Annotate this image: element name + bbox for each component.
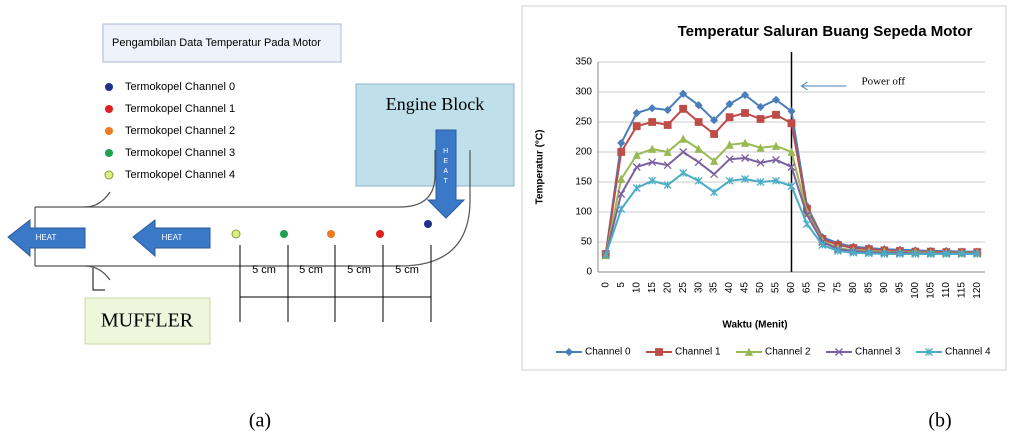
dimension-lines (240, 245, 431, 322)
x-tick-label: 40 (724, 282, 735, 294)
y-tick-label: 200 (575, 147, 592, 158)
x-tick-label: 110 (941, 282, 952, 298)
legend-text: Termokopel Channel 3 (125, 147, 235, 159)
x-tick-label: 75 (833, 282, 844, 294)
x-tick-label: 115 (956, 282, 967, 298)
marker (757, 116, 764, 123)
legend-dot (105, 83, 113, 91)
x-tick-label: 5 (616, 282, 627, 288)
muffler-label: MUFFLER (101, 310, 194, 332)
x-tick-label: 105 (925, 282, 936, 299)
x-tick-label: 85 (864, 282, 875, 294)
marker (773, 111, 780, 118)
y-tick-label: 300 (575, 87, 592, 98)
x-tick-label: 30 (693, 282, 704, 294)
distance-label: 5 cm (347, 264, 371, 276)
legend-text: Termokopel Channel 4 (125, 169, 235, 181)
x-tick-label: 95 (895, 282, 906, 294)
diagram-title: Pengambilan Data Temperatur Pada Motor (112, 37, 321, 49)
y-tick-label: 150 (575, 177, 592, 188)
legend-text: Channel 0 (585, 347, 631, 358)
x-tick-label: 100 (910, 282, 921, 299)
legend-dot (105, 127, 113, 135)
x-tick-label: 25 (678, 282, 689, 294)
distance-label: 5 cm (299, 264, 323, 276)
legend-text: Channel 1 (675, 347, 721, 358)
diagram: Pengambilan Data Temperatur Pada Motor T… (8, 24, 514, 344)
marker (680, 105, 687, 112)
x-tick-label: 20 (662, 282, 673, 294)
marker (695, 119, 702, 126)
annotation-text: Power off (862, 76, 906, 88)
y-tick-label: 250 (575, 117, 592, 128)
caption: (a) (249, 410, 271, 432)
legend-dot (105, 105, 113, 113)
engine-label: Engine Block (386, 94, 484, 114)
figure: Pengambilan Data Temperatur Pada Motor T… (0, 0, 1010, 442)
legend-text: Channel 4 (945, 347, 991, 358)
x-tick-label: 60 (786, 282, 797, 294)
y-axis-label: Temperatur (°C) (535, 130, 546, 205)
muffler-pointer (93, 268, 105, 290)
x-tick-label: 0 (600, 282, 611, 288)
legend-text: Termokopel Channel 0 (125, 81, 235, 93)
marker (664, 122, 671, 129)
marker (788, 120, 795, 127)
marker (726, 114, 733, 121)
y-tick-label: 0 (586, 267, 592, 278)
sensor (232, 230, 240, 238)
legend-text: Channel 2 (765, 347, 811, 358)
sensor (376, 230, 384, 238)
marker (656, 349, 663, 356)
caption: (b) (928, 410, 951, 432)
legend-text: Termokopel Channel 1 (125, 103, 235, 115)
x-tick-label: 55 (771, 282, 782, 294)
marker (711, 131, 718, 138)
distance-label: 5 cm (252, 264, 276, 276)
x-tick-label: 10 (631, 282, 642, 294)
distance-label: 5 cm (395, 264, 419, 276)
chart-frame (522, 6, 1006, 370)
y-tick-label: 50 (581, 237, 593, 248)
legend-dot (105, 171, 113, 179)
x-tick-label: 80 (848, 282, 859, 294)
legend-text: Termokopel Channel 2 (125, 125, 235, 137)
sensor (424, 220, 432, 228)
marker (633, 123, 640, 130)
x-tick-label: 35 (709, 282, 720, 294)
x-axis-label: Waktu (Menit) (722, 320, 787, 331)
legend-text: Channel 3 (855, 347, 901, 358)
x-tick-label: 50 (755, 282, 766, 294)
marker (618, 149, 625, 156)
sensor (280, 230, 288, 238)
x-tick-label: 65 (802, 282, 813, 294)
marker (649, 119, 656, 126)
x-tick-label: 120 (972, 282, 983, 299)
heat-label: HEAT (442, 148, 449, 188)
x-tick-label: 90 (879, 282, 890, 294)
y-tick-label: 100 (575, 207, 592, 218)
sensor (327, 230, 335, 238)
marker (742, 110, 749, 117)
legend-dot (105, 149, 113, 157)
y-tick-label: 350 (575, 57, 592, 68)
heat-label: HEAT (36, 233, 57, 242)
x-tick-label: 45 (740, 282, 751, 294)
x-tick-label: 15 (647, 282, 658, 294)
heat-label: HEAT (162, 233, 183, 242)
chart-title: Temperatur Saluran Buang Sepeda Motor (678, 23, 973, 40)
x-tick-label: 70 (817, 282, 828, 294)
